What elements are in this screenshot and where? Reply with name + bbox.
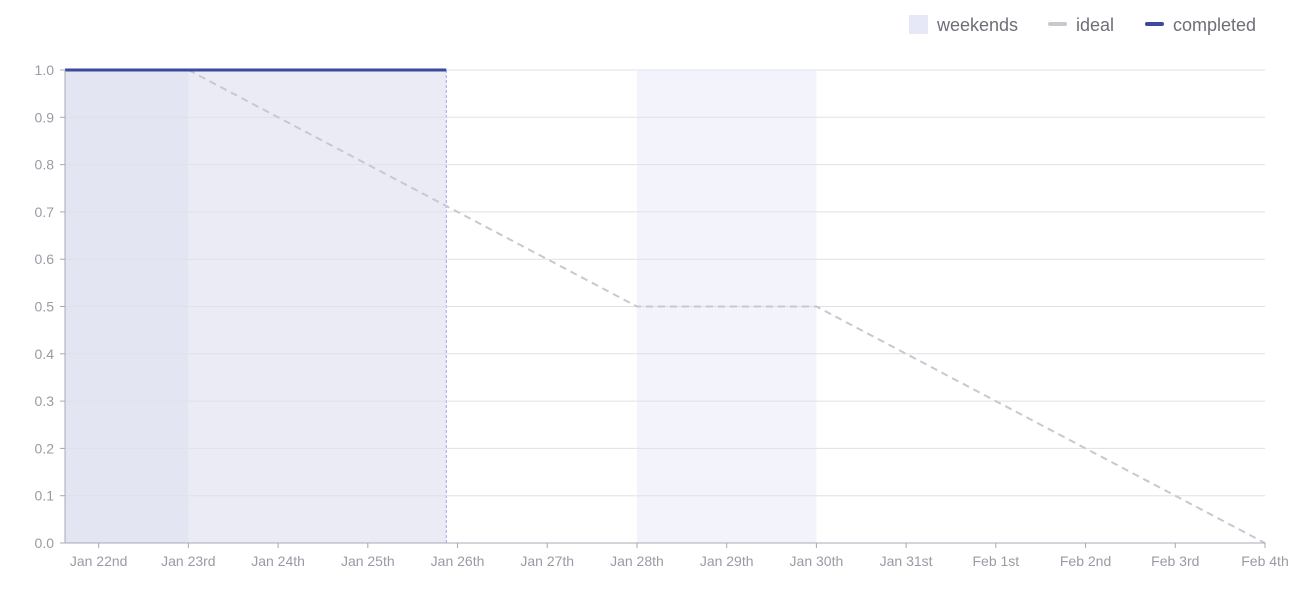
y-tick-label: 0.1 xyxy=(35,488,55,504)
y-tick-label: 0.0 xyxy=(35,535,55,551)
y-tick-label: 0.7 xyxy=(35,204,55,220)
x-tick-label: Jan 29th xyxy=(700,553,754,569)
x-tick-label: Jan 25th xyxy=(341,553,395,569)
x-tick-label: Jan 30th xyxy=(790,553,844,569)
x-tick-label: Feb 2nd xyxy=(1060,553,1111,569)
y-tick-label: 0.4 xyxy=(35,346,55,362)
x-tick-label: Jan 27th xyxy=(520,553,574,569)
series-lines xyxy=(65,68,1266,544)
legend-swatch-weekends xyxy=(909,15,928,34)
y-tick-label: 0.8 xyxy=(35,157,55,173)
x-tick-label: Jan 24th xyxy=(251,553,305,569)
legend: weekends ideal completed xyxy=(909,15,1256,35)
x-tick-label: Jan 28th xyxy=(610,553,664,569)
legend-swatch-completed xyxy=(1145,22,1164,26)
x-tick-label: Feb 3rd xyxy=(1151,553,1199,569)
x-tick-label: Feb 1st xyxy=(972,553,1019,569)
legend-label-ideal: ideal xyxy=(1076,15,1114,35)
axes: 0.0 0.1 0.2 0.3 0.4 0.5 0.6 0.7 0.8 0.9 1.0 Jan 22n… xyxy=(35,62,1289,569)
x-tick-label: Feb 4th xyxy=(1241,553,1288,569)
y-tick-label: 0.2 xyxy=(35,440,55,456)
legend-label-weekends: weekends xyxy=(936,15,1018,35)
x-tick-label: Jan 23rd xyxy=(161,553,215,569)
y-tick-label: 0.3 xyxy=(35,393,55,409)
series-line-ideal xyxy=(187,69,1266,544)
y-tick-label: 0.6 xyxy=(35,251,55,267)
x-tick-label: Jan 31st xyxy=(880,553,933,569)
y-tick-label: 1.0 xyxy=(35,62,55,78)
x-tick-label: Jan 26th xyxy=(431,553,485,569)
y-tick-label: 0.5 xyxy=(35,299,55,315)
x-tick-label: Jan 22nd xyxy=(70,553,128,569)
legend-swatch-ideal xyxy=(1048,22,1067,26)
legend-label-completed: completed xyxy=(1173,15,1256,35)
y-tick-label: 0.9 xyxy=(35,109,55,125)
